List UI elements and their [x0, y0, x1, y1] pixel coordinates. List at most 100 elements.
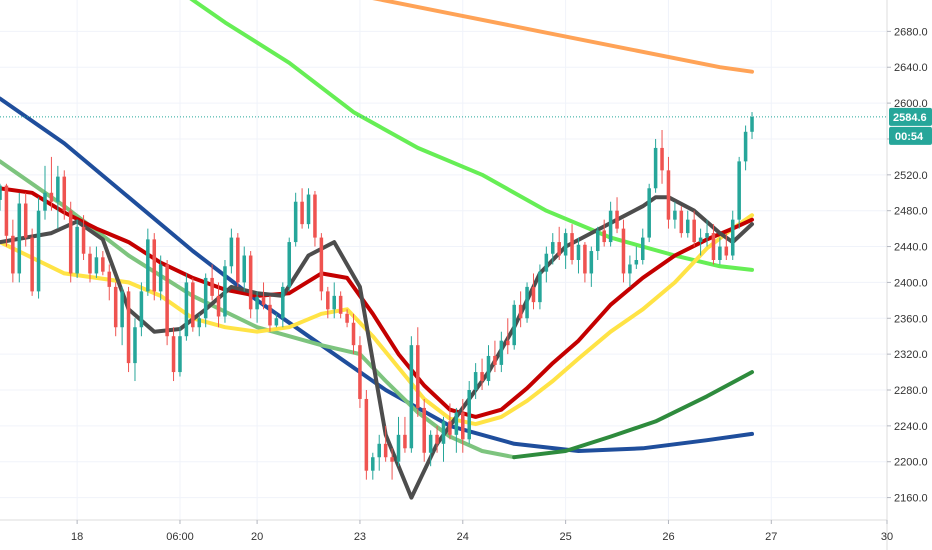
candle[interactable]: [36, 197, 41, 299]
candle[interactable]: [68, 201, 73, 283]
candle[interactable]: [576, 237, 581, 274]
candle[interactable]: [4, 183, 9, 247]
candle[interactable]: [319, 233, 324, 301]
candle[interactable]: [711, 224, 716, 265]
candle[interactable]: [113, 282, 118, 337]
candle[interactable]: [660, 130, 664, 184]
candle[interactable]: [377, 434, 381, 471]
candle[interactable]: [595, 226, 600, 260]
time-axis[interactable]: 18 06:00 20 23 24 25 26 27 30: [71, 520, 893, 543]
candle[interactable]: [416, 327, 420, 417]
candle[interactable]: [268, 295, 272, 332]
candle[interactable]: [313, 190, 317, 247]
candle[interactable]: [300, 188, 304, 229]
candle[interactable]: [750, 112, 754, 139]
candle[interactable]: [473, 363, 478, 399]
candle[interactable]: [531, 273, 536, 310]
candle[interactable]: [126, 286, 131, 373]
candle[interactable]: [454, 407, 459, 453]
candle[interactable]: [133, 318, 137, 382]
candle[interactable]: [0, 183, 2, 211]
candle[interactable]: [692, 210, 696, 247]
price-axis[interactable]: 2160.0 2200.0 2240.0 2280.0 2320.0 2360.0 2400…: [887, 26, 928, 505]
candle[interactable]: [615, 197, 619, 234]
candle[interactable]: [210, 264, 214, 301]
candle[interactable]: [197, 313, 202, 337]
candle[interactable]: [666, 156, 671, 229]
candle[interactable]: [152, 233, 157, 301]
candle[interactable]: [81, 215, 86, 260]
candle[interactable]: [518, 291, 523, 328]
candle[interactable]: [570, 224, 574, 265]
candle[interactable]: [165, 260, 169, 346]
candle[interactable]: [679, 206, 684, 238]
candle[interactable]: [461, 398, 465, 453]
candle[interactable]: [705, 219, 709, 247]
candle[interactable]: [358, 336, 362, 408]
candle[interactable]: [293, 192, 298, 247]
candle[interactable]: [647, 183, 651, 243]
candle[interactable]: [120, 286, 124, 346]
candle[interactable]: [101, 251, 105, 276]
candle[interactable]: [698, 228, 703, 256]
candle[interactable]: [287, 237, 292, 292]
candle[interactable]: [608, 201, 613, 247]
candle[interactable]: [255, 291, 259, 323]
candle[interactable]: [499, 331, 504, 373]
candle[interactable]: [88, 246, 92, 283]
candle[interactable]: [49, 156, 54, 211]
candle[interactable]: [718, 237, 722, 265]
candle[interactable]: [158, 255, 163, 301]
candle[interactable]: [602, 219, 606, 247]
candle[interactable]: [441, 416, 446, 462]
candle[interactable]: [557, 226, 561, 260]
candle[interactable]: [435, 425, 439, 453]
candle[interactable]: [62, 170, 67, 220]
candle[interactable]: [184, 273, 189, 341]
candle[interactable]: [191, 277, 195, 332]
candle[interactable]: [685, 210, 690, 238]
candle[interactable]: [203, 273, 208, 328]
candle[interactable]: [11, 219, 15, 283]
candle[interactable]: [743, 125, 748, 171]
candle[interactable]: [326, 286, 330, 319]
candle[interactable]: [428, 430, 433, 467]
candle[interactable]: [551, 233, 555, 265]
candle[interactable]: [544, 246, 549, 283]
candle[interactable]: [390, 448, 394, 480]
candle[interactable]: [274, 313, 279, 328]
candle[interactable]: [563, 228, 568, 269]
candle[interactable]: [634, 246, 639, 269]
candle[interactable]: [146, 228, 150, 296]
candle[interactable]: [396, 416, 401, 467]
candle[interactable]: [621, 219, 626, 283]
candle[interactable]: [403, 416, 407, 453]
candle[interactable]: [306, 188, 311, 229]
candle[interactable]: [223, 260, 227, 323]
candle[interactable]: [486, 345, 491, 386]
candle[interactable]: [480, 358, 484, 390]
candle[interactable]: [583, 242, 587, 283]
candle[interactable]: [332, 282, 336, 319]
candle[interactable]: [628, 255, 632, 287]
candle[interactable]: [171, 327, 176, 382]
candle[interactable]: [107, 264, 112, 301]
candle[interactable]: [178, 327, 182, 377]
candle[interactable]: [216, 282, 221, 328]
candle[interactable]: [493, 340, 497, 373]
candle[interactable]: [242, 246, 247, 292]
candle[interactable]: [512, 300, 516, 350]
candle[interactable]: [229, 228, 234, 274]
candle[interactable]: [248, 251, 253, 319]
candle[interactable]: [383, 425, 388, 462]
candle[interactable]: [673, 201, 677, 229]
candle[interactable]: [724, 233, 729, 260]
candle[interactable]: [506, 318, 510, 355]
candle[interactable]: [338, 291, 343, 319]
candle[interactable]: [17, 192, 22, 283]
candle[interactable]: [422, 398, 426, 462]
candle[interactable]: [30, 228, 34, 296]
candle[interactable]: [281, 282, 285, 328]
candle[interactable]: [525, 282, 529, 323]
